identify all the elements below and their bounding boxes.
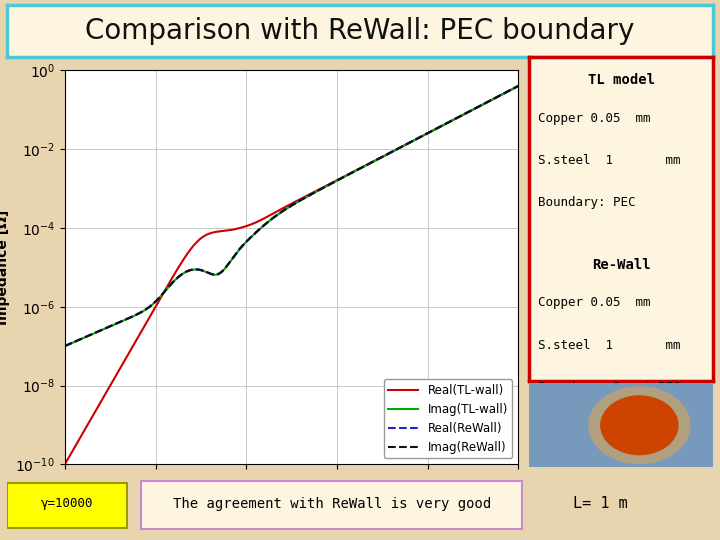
Text: The agreement with ReWall is very good: The agreement with ReWall is very good: [173, 497, 491, 510]
Circle shape: [589, 387, 690, 464]
Real(ReWall): [505, 87, 514, 94]
Legend: Real(TL-wall), Imag(TL-wall), Real(ReWall), Imag(ReWall): Real(TL-wall), Imag(TL-wall), Real(ReWal…: [384, 379, 513, 458]
Real(TL-wall): [514, 83, 523, 89]
Imag(ReWall): [505, 87, 514, 94]
Text: Re-Wall: Re-Wall: [592, 258, 650, 272]
Imag(TL-wall): [505, 87, 514, 94]
Real(ReWall): [235, 247, 243, 253]
Real(ReWall): [514, 83, 523, 89]
Line: Real(ReWall): Real(ReWall): [65, 86, 518, 346]
Imag(ReWall): [139, 308, 148, 314]
Text: L= 1 m: L= 1 m: [572, 496, 627, 511]
Real(ReWall): [60, 343, 69, 349]
Imag(TL-wall): [235, 247, 243, 253]
Imag(TL-wall): [254, 227, 263, 233]
Imag(TL-wall): [112, 320, 121, 327]
Text: Boundary: Quasi PEC: Boundary: Quasi PEC: [539, 381, 681, 394]
Text: Comparison with ReWall: PEC boundary: Comparison with ReWall: PEC boundary: [85, 17, 635, 45]
Text: Copper 0.05  mm: Copper 0.05 mm: [539, 112, 651, 125]
Imag(ReWall): [235, 247, 243, 253]
Real(ReWall): [254, 227, 263, 233]
X-axis label: Frequency [Hz]: Frequency [Hz]: [233, 498, 351, 512]
Real(TL-wall): [456, 113, 465, 119]
FancyBboxPatch shape: [141, 481, 522, 529]
Line: Imag(ReWall): Imag(ReWall): [65, 86, 518, 346]
Real(TL-wall): [505, 87, 514, 94]
Text: TL model: TL model: [588, 73, 654, 87]
Real(TL-wall): [112, 371, 121, 377]
Imag(ReWall): [60, 343, 69, 349]
Real(ReWall): [456, 113, 465, 119]
Text: γ=10000: γ=10000: [41, 497, 94, 510]
Imag(TL-wall): [514, 83, 523, 89]
Line: Real(TL-wall): Real(TL-wall): [65, 86, 518, 464]
Imag(ReWall): [514, 83, 523, 89]
Imag(TL-wall): [139, 308, 148, 314]
Imag(TL-wall): [60, 343, 69, 349]
Text: S.steel  1       mm: S.steel 1 mm: [539, 339, 681, 352]
Text: Boundary: PEC: Boundary: PEC: [539, 196, 636, 209]
Real(TL-wall): [139, 325, 148, 331]
Line: Imag(TL-wall): Imag(TL-wall): [65, 86, 518, 346]
Real(ReWall): [139, 308, 148, 314]
Imag(ReWall): [112, 320, 121, 327]
Real(ReWall): [112, 320, 121, 327]
Text: S.steel  1       mm: S.steel 1 mm: [539, 154, 681, 167]
Y-axis label: Impedance [Ω]: Impedance [Ω]: [0, 210, 10, 325]
Imag(ReWall): [456, 113, 465, 119]
Real(TL-wall): [235, 225, 243, 232]
Imag(ReWall): [254, 227, 263, 233]
Circle shape: [600, 396, 678, 455]
Imag(TL-wall): [456, 113, 465, 119]
FancyBboxPatch shape: [7, 483, 127, 528]
Text: Copper 0.05  mm: Copper 0.05 mm: [539, 296, 651, 309]
Real(TL-wall): [60, 461, 69, 468]
Real(TL-wall): [254, 218, 263, 225]
